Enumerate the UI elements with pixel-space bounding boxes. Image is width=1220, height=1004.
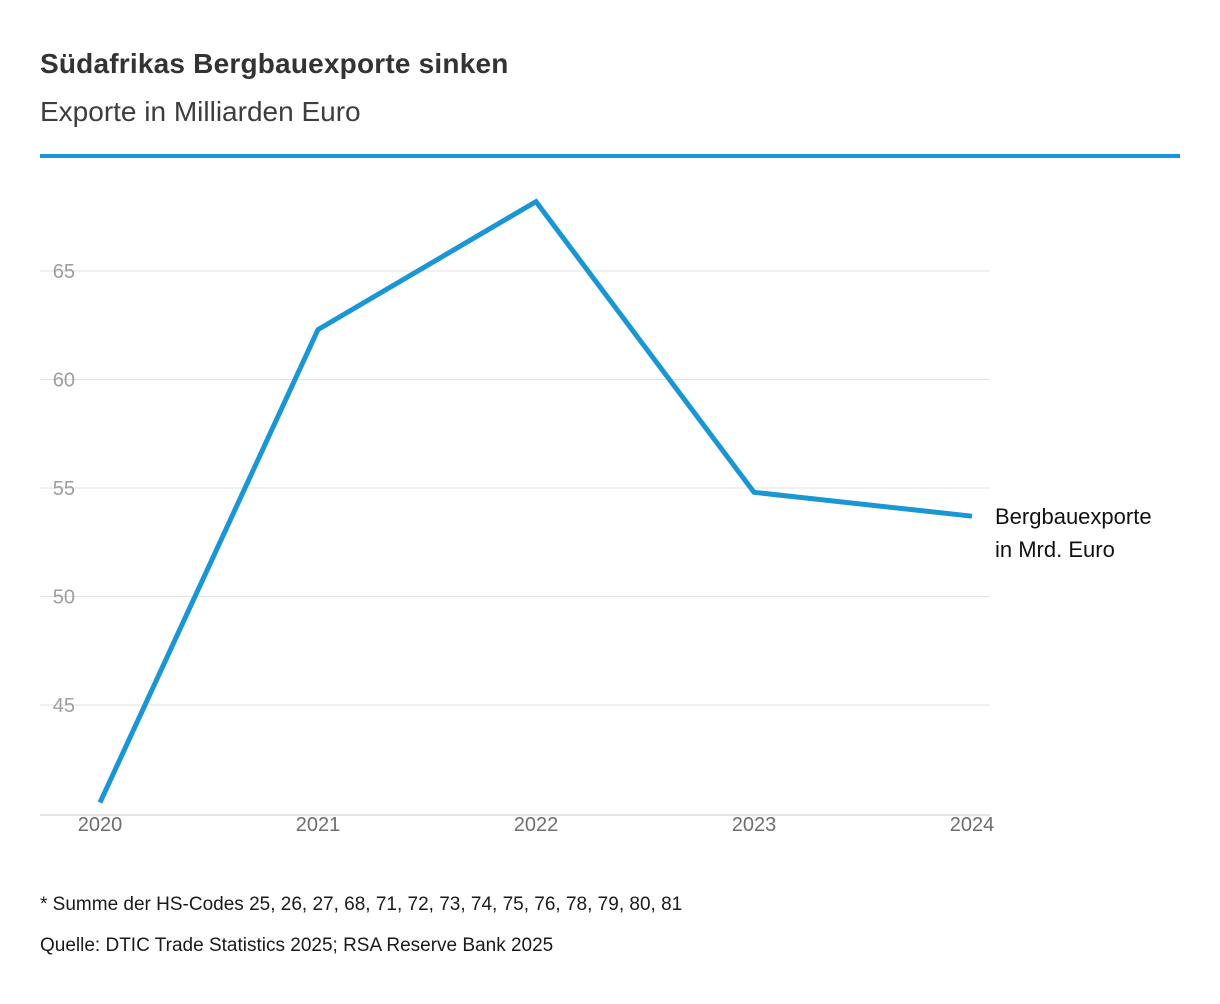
chart-title: Südafrikas Bergbauexporte sinken — [40, 48, 509, 79]
y-tick-label: 60 — [53, 370, 75, 392]
series-annotation-line2: in Mrd. Euro — [995, 537, 1115, 562]
chart-area: 45 50 55 60 65 2020 2021 2022 2023 2024 — [0, 170, 1220, 870]
chart-subtitle: Exporte in Milliarden Euro — [40, 96, 361, 127]
x-tick-label: 2024 — [950, 814, 995, 836]
x-tick-label: 2020 — [78, 814, 123, 836]
line-chart-svg: 45 50 55 60 65 2020 2021 2022 2023 2024 — [40, 198, 995, 836]
x-tick-label: 2022 — [514, 814, 559, 836]
source-line: Quelle: DTIC Trade Statistics 2025; RSA … — [40, 935, 554, 956]
footnote: * Summe der HS-Codes 25, 26, 27, 68, 71,… — [40, 894, 683, 915]
y-tick-label: 50 — [53, 587, 75, 609]
x-tick-label: 2021 — [296, 814, 341, 836]
y-tick-label: 45 — [53, 695, 75, 717]
series-annotation-line1: Bergbauexporte — [995, 504, 1152, 529]
x-tick-label: 2023 — [732, 814, 777, 836]
y-tick-label: 65 — [53, 261, 75, 283]
y-tick-label: 55 — [53, 478, 75, 500]
title-divider — [40, 154, 1180, 158]
export-line — [97, 198, 973, 804]
series-annotation: Bergbauexporte in Mrd. Euro — [995, 500, 1152, 566]
